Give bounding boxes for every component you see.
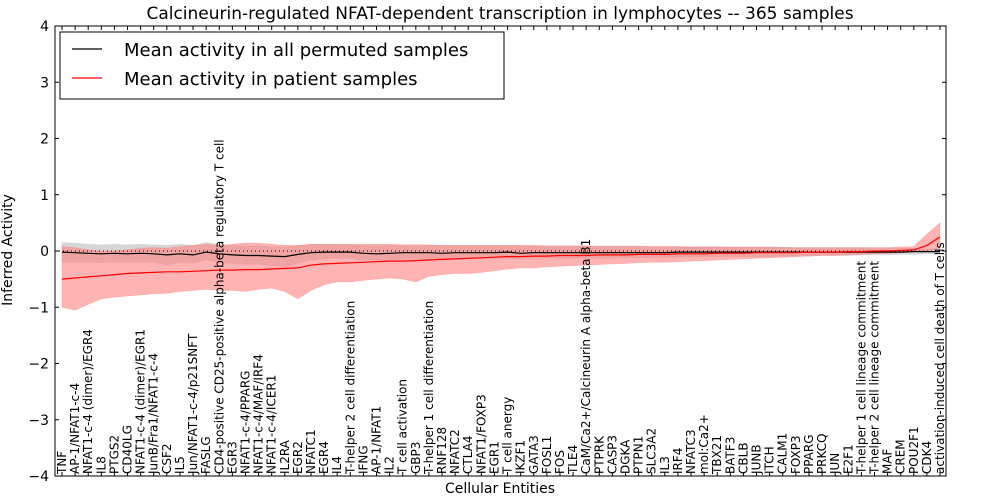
legend-label-patient: Mean activity in patient samples (124, 69, 418, 90)
x-category-label: NFAT1/FOXP3 (474, 394, 488, 474)
x-category-label: PRKCQ (815, 433, 829, 474)
x-category-label: CASP3 (605, 435, 619, 474)
x-category-label: T-helper 2 cell lineage commitment (868, 261, 882, 475)
y-tick-label: −4 (28, 469, 49, 485)
x-category-label: CREM (894, 439, 908, 474)
x-category-label: AP-1/NFAT1 (370, 406, 384, 474)
x-category-label: T-helper 2 cell differentiation (343, 301, 357, 475)
x-category-label: EGR3 (225, 441, 239, 474)
x-category-label: T-helper 1 cell lineage commitment (854, 261, 868, 475)
x-category-label: AP-1/NFAT1-c-4 (68, 383, 82, 474)
x-category-label: NFAT1-c-4/ICER1 (265, 375, 279, 474)
x-category-label: ITCH (763, 446, 777, 474)
x-category-label: IL8 (94, 456, 108, 474)
patient-band (61, 222, 941, 311)
legend: Mean activity in all permuted samples Me… (59, 31, 505, 100)
x-category-label: PPARG (802, 434, 816, 474)
x-category-label: MAF (881, 448, 895, 474)
x-category-label: NFAT1-c-4/MAF/IRF4 (252, 354, 266, 474)
x-category-label: FOXP3 (789, 435, 803, 474)
chart-title: Calcineurin-regulated NFAT-dependent tra… (146, 4, 853, 24)
x-axis-label: Cellular Entities (445, 481, 555, 497)
x-category-label: IL2 (383, 456, 397, 474)
x-category-label: NFATC2 (448, 429, 462, 474)
x-category-label: NFAT1-c-4 (dimer)/EGR1 (134, 329, 148, 474)
x-category-label: CBLB (736, 442, 750, 474)
patient-mean-line (61, 236, 941, 280)
x-category-label: TLE4 (566, 445, 580, 475)
y-tick-label: 4 (40, 19, 49, 35)
x-category-label: activation-induced cell death of T cells (933, 242, 947, 474)
x-category-label: mol:Ca2+ (697, 414, 711, 474)
x-category-label: GATA3 (527, 435, 541, 474)
x-category-label: TBX21 (710, 435, 724, 475)
y-tick-label: −1 (28, 300, 49, 316)
x-category-label: IL5 (173, 456, 187, 474)
y-axis-label: Inferred Activity (0, 194, 16, 306)
x-category-label: CD40LG (121, 425, 135, 474)
x-category-label: GBP3 (409, 442, 423, 474)
x-category-label: CALM1 (776, 433, 790, 474)
x-category-label: IL2RA (278, 439, 292, 474)
x-category-label: EGR1 (487, 441, 501, 474)
x-category-label: Jun/NFAT1-c-4/p21SNFT (186, 333, 200, 475)
y-tick-label: −2 (28, 357, 49, 373)
x-category-label: BATF3 (723, 437, 737, 474)
x-category-label: JUN (828, 453, 842, 475)
x-category-label: RNF128 (435, 427, 449, 474)
y-tick-label: −3 (28, 413, 49, 429)
x-category-label: IFNG (356, 445, 370, 474)
x-category-label: FOSL1 (540, 436, 554, 474)
y-tick-label: 3 (40, 75, 49, 91)
x-category-label: FASLG (199, 436, 213, 474)
plot-frame (54, 25, 947, 477)
x-category-label: IRF4 (671, 448, 685, 474)
x-category-label: EGR2 (291, 441, 305, 474)
x-category-label: CSF2 (160, 443, 174, 474)
x-category-label: PTGS2 (107, 435, 121, 474)
x-category-label: NFATC3 (684, 429, 698, 474)
legend-label-permuted: Mean activity in all permuted samples (124, 40, 468, 61)
x-category-label: NFATC1 (304, 429, 318, 474)
legend-box (59, 31, 505, 100)
x-category-label: IL3 (658, 456, 672, 474)
x-category-label: PTPN1 (632, 436, 646, 474)
x-category-label: EGR4 (317, 441, 331, 474)
x-category-label: E2F1 (841, 444, 855, 474)
x-category-label: CDK4 (920, 441, 934, 474)
x-category-label: PTPRK (592, 435, 606, 474)
x-category-label: DGKA (619, 439, 633, 474)
x-category-label: T cell anergy (501, 397, 515, 475)
x-category-label: NFAT1-c-4/PPARG (239, 371, 253, 475)
x-category-label: NFAT1-c-4 (dimer)/EGR4 (81, 329, 95, 474)
x-category-label: JUNB (750, 444, 764, 475)
x-category-label: JunB/Fra1/NFAT1-c-4 (147, 353, 161, 475)
x-category-label: CD4-positive CD25-positive alpha-beta re… (212, 139, 226, 474)
y-tick-label: 2 (40, 132, 49, 148)
x-category-label: CTLA4 (461, 435, 475, 474)
x-category-label: TNF (55, 451, 69, 475)
x-category-label: IL4 (330, 456, 344, 474)
x-category-label: FOS (553, 450, 567, 474)
y-tick-label: 0 (40, 244, 49, 260)
x-category-label: T cell activation (396, 379, 410, 475)
x-category-label: T-helper 1 cell differentiation (422, 301, 436, 475)
x-category-label: POU2F1 (907, 426, 921, 474)
x-category-label: SLC3A2 (645, 428, 659, 474)
y-tick-label: 1 (40, 188, 49, 204)
x-category-label: IKZF1 (514, 440, 528, 474)
x-category-label: CaM/Ca2+/Calcineurin A alpha-beta B1 (579, 239, 593, 474)
